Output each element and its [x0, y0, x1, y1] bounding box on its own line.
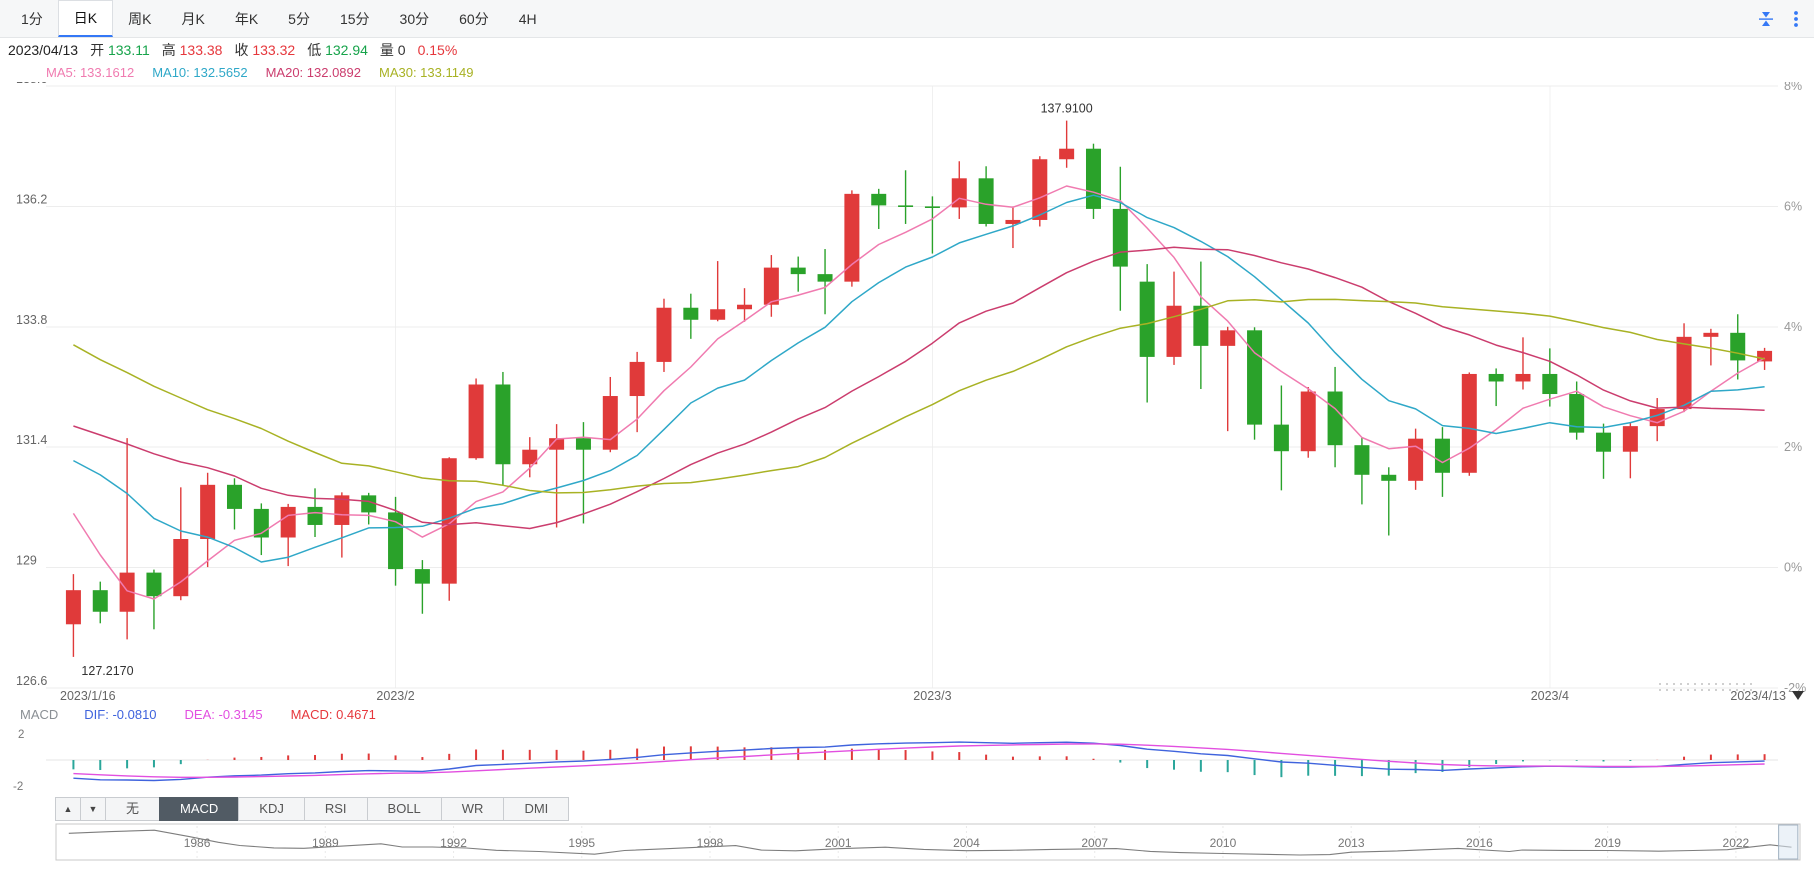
interval-tab-4H[interactable]: 4H [518, 10, 537, 27]
interval-tab-周K[interactable]: 周K [128, 10, 152, 27]
macd-readout-1: DEA: -0.3145 [184, 706, 263, 722]
ma-readout-MA20: MA20: 132.0892 [265, 64, 361, 80]
indicator-tab-MACD[interactable]: MACD [159, 797, 240, 821]
quote-field-高: 高 133.38 [161, 42, 223, 58]
macd-header: MACD DIF: -0.0810 DEA: -0.3145 MACD: 0.467… [0, 704, 1814, 724]
svg-text:1998: 1998 [697, 836, 724, 850]
svg-text:2023/4: 2023/4 [1531, 689, 1569, 703]
indicator-tab-BOLL[interactable]: BOLL [366, 797, 442, 821]
svg-text:6%: 6% [1784, 199, 1802, 213]
indicator-tabs: ▲ ▼ 无 MACD KDJ RSI BOLL WR DMI [0, 796, 1814, 822]
interval-tabs: 1分 日K 周K 月K 年K 5分 15分 30分 60分 4H [6, 0, 552, 37]
quote-field-开: 开 133.11 [90, 42, 150, 58]
interval-tab-日K[interactable]: 日K [57, 0, 114, 37]
svg-text:8%: 8% [1784, 82, 1802, 93]
timeline-navigator-svg[interactable]: 1986 1989 1992 1995 1998 2001 2004 2007 2010 2013… [0, 822, 1814, 864]
ma-overlay-row: MA5: 133.1612 MA10: 132.5652 MA20: 132.089… [0, 62, 1814, 82]
quote-row: 2023/04/13 开 133.11 高 133.38 收 133.32 低 132… [0, 38, 1814, 62]
interval-tab-60分[interactable]: 60分 [459, 10, 489, 27]
svg-text:4%: 4% [1784, 320, 1802, 334]
svg-text:2: 2 [18, 729, 24, 741]
svg-text:2%: 2% [1784, 440, 1802, 454]
trading-app: 1分 日K 周K 月K 年K 5分 15分 30分 60分 4H 2023/04/13 开 133… [0, 0, 1814, 864]
svg-text:-2: -2 [13, 781, 23, 793]
svg-text:2023/3: 2023/3 [913, 689, 951, 703]
toolbar-icons [1756, 0, 1814, 37]
svg-text:1995: 1995 [568, 836, 595, 850]
svg-text:136.2: 136.2 [16, 192, 47, 206]
collapse-icon[interactable] [1756, 9, 1776, 29]
ma-readout-MA10: MA10: 132.5652 [152, 64, 248, 80]
quote-date: 2023/04/13 [8, 42, 79, 58]
svg-text:2023/4/13: 2023/4/13 [1730, 689, 1786, 703]
indicator-tab-KDJ[interactable]: KDJ [238, 797, 305, 821]
svg-text:137.9100: 137.9100 [1041, 102, 1093, 116]
quote-field-低: 低 132.94 [307, 42, 368, 58]
interval-tab-年K[interactable]: 年K [234, 10, 259, 27]
svg-text:2007: 2007 [1081, 836, 1108, 850]
svg-text:1992: 1992 [440, 836, 467, 850]
interval-tab-5分[interactable]: 5分 [288, 10, 310, 27]
price-chart-svg[interactable]: 138.68%136.26%133.84%131.42%1290%126.6-2… [0, 82, 1814, 704]
indicator-tab-WR[interactable]: WR [440, 797, 505, 821]
svg-text:2001: 2001 [825, 836, 852, 850]
svg-text:2022: 2022 [1723, 836, 1750, 850]
interval-tab-月K[interactable]: 月K [181, 10, 205, 27]
macd-readout-2: MACD: 0.4671 [290, 706, 376, 722]
svg-text:2023/2: 2023/2 [376, 689, 414, 703]
macd-readouts: DIF: -0.0810 DEA: -0.3145 MACD: 0.4671 [84, 707, 376, 722]
svg-text:2010: 2010 [1210, 836, 1237, 850]
indicator-tab-无[interactable]: 无 [105, 797, 161, 821]
quote-field-收: 收 133.32 [234, 42, 296, 58]
interval-tab-30分[interactable]: 30分 [399, 10, 430, 27]
svg-text:2013: 2013 [1338, 836, 1365, 850]
quote-change-percent: 0.15% [417, 42, 458, 58]
indicator-scroll-up[interactable]: ▲ [55, 797, 81, 821]
quote-field-量: 量 0 [379, 42, 406, 58]
interval-tab-1分[interactable]: 1分 [21, 10, 43, 27]
ma-readout-MA30: MA30: 133.1149 [379, 64, 474, 80]
svg-text:2019: 2019 [1594, 836, 1621, 850]
svg-text:0%: 0% [1784, 561, 1802, 575]
svg-text:2023/1/16: 2023/1/16 [60, 689, 116, 703]
ma-readout-MA5: MA5: 133.1612 [46, 64, 135, 80]
indicator-tab-DMI[interactable]: DMI [503, 797, 570, 821]
indicator-tab-RSI[interactable]: RSI [303, 797, 368, 821]
svg-text:127.2170: 127.2170 [81, 664, 133, 678]
svg-text:129: 129 [16, 554, 37, 568]
svg-text:133.8: 133.8 [16, 313, 47, 327]
quote-fields: 开 133.11 高 133.38 收 133.32 低 132.94 量 0 0.15% [90, 40, 457, 60]
toolbar: 1分 日K 周K 月K 年K 5分 15分 30分 60分 4H [0, 0, 1814, 38]
svg-text:2004: 2004 [953, 836, 980, 850]
macd-readout-0: DIF: -0.0810 [84, 706, 157, 722]
svg-text:2016: 2016 [1466, 836, 1493, 850]
svg-text:131.4: 131.4 [16, 433, 47, 447]
indicator-scroll-down[interactable]: ▼ [80, 797, 106, 821]
macd-title: MACD [20, 706, 59, 722]
macd-chart-svg[interactable]: 2 -2 [0, 724, 1814, 796]
svg-text:138.6: 138.6 [16, 82, 47, 86]
more-menu-icon[interactable] [1792, 9, 1800, 29]
interval-tab-15分[interactable]: 15分 [339, 10, 370, 27]
svg-text:126.6: 126.6 [16, 674, 47, 688]
